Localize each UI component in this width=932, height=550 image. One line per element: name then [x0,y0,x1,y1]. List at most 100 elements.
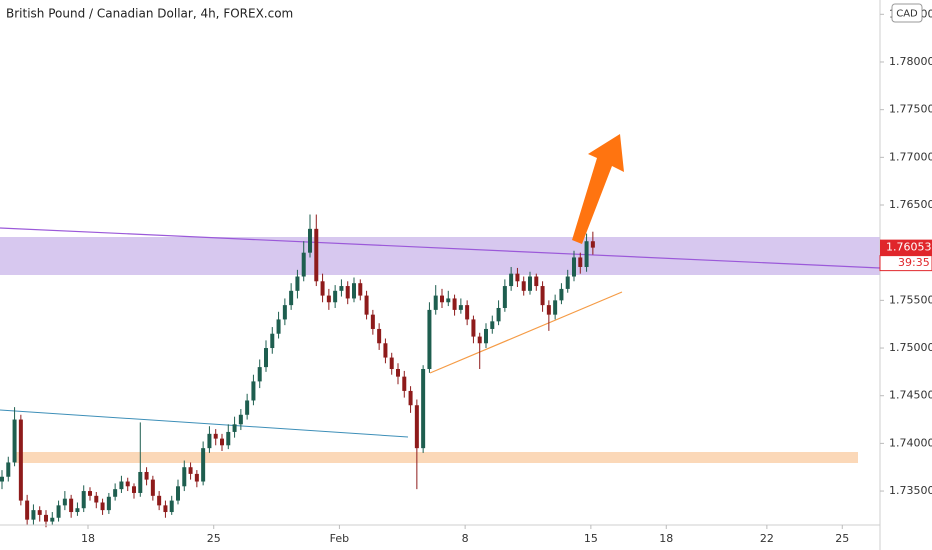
candle-body [389,357,394,370]
candle-body [314,228,319,282]
candle-body [553,300,558,315]
x-tick-label: 8 [462,532,469,545]
candle-body [18,419,23,501]
candle-body [433,295,438,310]
candle-body [100,502,105,511]
candle-body [377,328,382,344]
candle-body [163,505,168,513]
candle-body [69,498,74,513]
x-tick-label: 25 [207,532,221,545]
candle-body [6,462,11,477]
currency-badge[interactable] [891,3,923,23]
candle-body [452,298,457,310]
candle-body [540,286,545,306]
candle-body [0,476,4,482]
candle-body [496,307,501,322]
candle-body [188,467,193,474]
candle-body [150,479,155,496]
candle-body [320,281,325,296]
candle-body [264,348,268,368]
candle-body [238,414,243,425]
candle-body [502,286,507,308]
candle-body [339,286,344,291]
candle-body [94,495,99,503]
candle-body [62,498,67,506]
trend-line [0,227,881,269]
candle-body [471,319,476,337]
candle-body [559,288,564,301]
candle-body [590,241,595,248]
arrow [572,134,624,244]
candle-body [458,305,463,310]
candle-body [282,305,287,320]
last-price-label: 1.76053 [886,241,932,254]
candle-body [245,400,250,415]
candle-body [465,305,470,320]
candle-body [308,228,312,253]
trend-line [0,409,409,438]
y-tick-label: 1.78000 [889,55,932,68]
candle-body [169,500,174,513]
y-tick-label: 1.76500 [889,198,932,211]
candle-body [220,438,224,446]
candle-body [572,257,576,277]
candle-body [578,257,583,267]
candle-body [440,295,444,303]
candle-body [144,471,149,480]
candle-body [383,343,388,358]
candle-body [106,496,111,511]
candle-body [157,495,162,506]
x-tick-label: 25 [835,532,849,545]
candle-body [257,367,262,382]
y-tick-label: 1.75500 [889,293,932,306]
candle-body [31,510,36,520]
candle-body [515,273,520,282]
candle-body [132,486,136,493]
candle-body [125,481,130,487]
candle-body [546,305,551,315]
x-tick-label: 18 [659,532,673,545]
candle-body [301,252,306,277]
currency-label[interactable]: CAD [896,9,918,20]
candle-body [75,508,80,513]
countdown-box [879,255,932,272]
y-tick-label: 1.73500 [889,484,932,497]
y-tick-label: 1.77000 [889,150,932,163]
candle-body [477,336,482,344]
candle-body [50,517,55,522]
candle-body [534,276,539,287]
candle-body [358,283,363,296]
candle-body [113,489,118,497]
candle-body [119,481,124,490]
x-tick-label: 18 [81,532,95,545]
last-price-box [880,239,932,256]
candle-body [44,514,48,522]
y-tick-label: 1.75000 [889,341,932,354]
candle-body [182,467,187,487]
candle-body [201,448,206,482]
candle-body [88,491,92,496]
candle-body [213,433,218,439]
candle-body [333,290,338,303]
candle-body [56,505,61,518]
candle-body [232,424,237,432]
candle-body [352,283,356,299]
candle-body [289,290,294,306]
candle-body [25,500,30,520]
candle-body [408,390,413,406]
candle-body [421,369,426,449]
candle-body [251,381,256,401]
y-tick-label: 1.74000 [889,436,932,449]
candle-body [270,333,275,349]
candle-body [364,295,369,315]
candle-body [484,328,488,344]
candle-body [138,471,143,493]
candle-body [509,273,514,287]
resistance-zone [0,237,880,275]
candle-body [176,486,180,501]
candle-body [565,276,570,289]
x-tick-label: 22 [760,532,774,545]
plot-area [0,134,881,463]
candle-body [194,473,199,482]
